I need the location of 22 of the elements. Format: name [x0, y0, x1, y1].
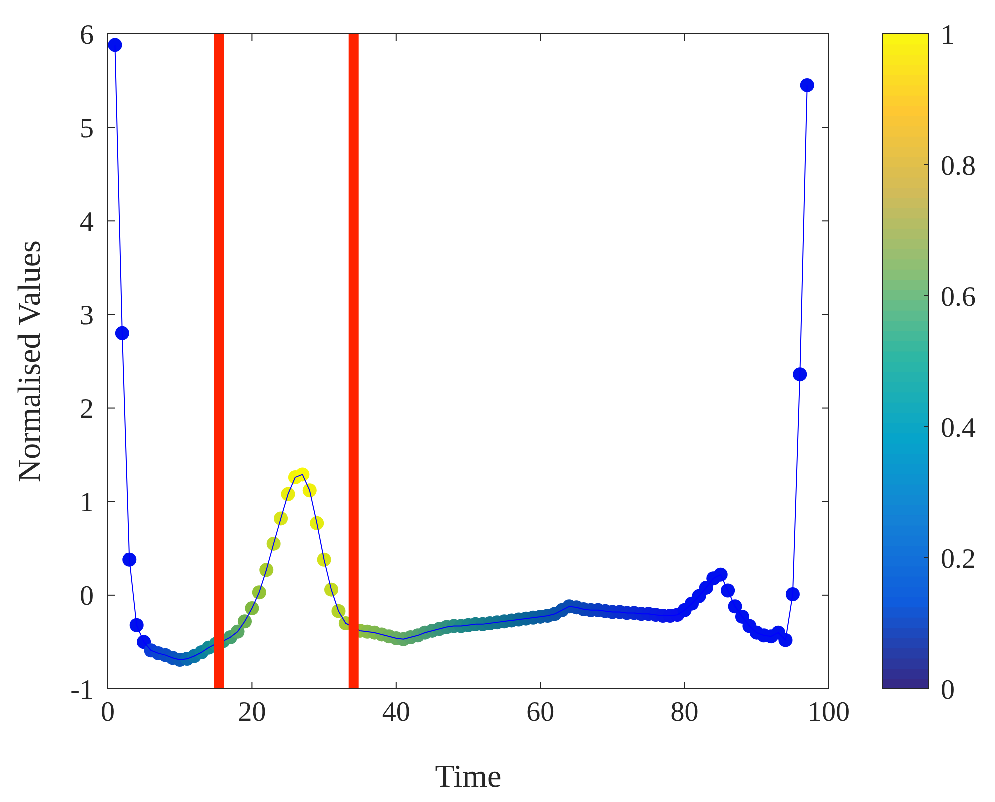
x-tick-label: 0	[101, 697, 115, 728]
x-tick-label: 100	[808, 697, 850, 728]
x-tick-label: 20	[238, 697, 266, 728]
color-bar-label: 0.8	[941, 150, 976, 182]
x-axis-title: Time	[435, 758, 502, 794]
y-tick-label: 5	[80, 113, 94, 144]
y-tick-label: 3	[80, 300, 94, 332]
y-tick-label: -1	[70, 674, 94, 706]
color-bar-label: 0.6	[941, 282, 976, 313]
color-bar-label: 0.4	[941, 412, 976, 444]
y-axis-title: Normalised Values	[11, 240, 47, 483]
y-tick-label: 2	[80, 394, 94, 426]
color-bar-label: 1	[941, 20, 955, 51]
color-bar-label: 0	[941, 674, 955, 706]
y-tick-label: 6	[80, 20, 94, 51]
x-tick-label: 40	[382, 697, 410, 728]
x-tick-label: 60	[526, 697, 555, 728]
y-tick-label: 0	[80, 581, 94, 612]
color-bar-label: 0.2	[941, 544, 976, 575]
y-tick-label: 1	[80, 488, 94, 519]
x-tick-label: 80	[670, 697, 699, 728]
y-tick-label: 4	[80, 206, 94, 238]
